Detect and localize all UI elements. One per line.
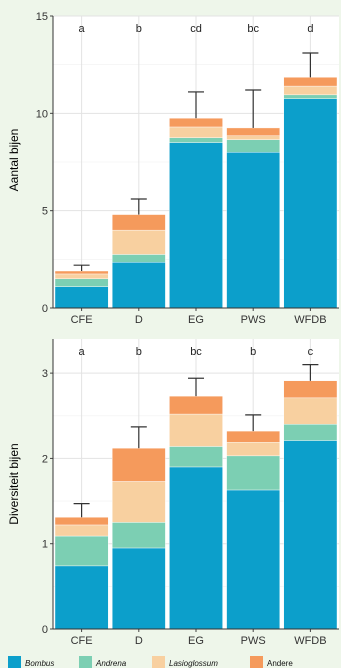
- significance-letter-pws: b: [250, 346, 256, 358]
- x-tick-label-wfdb: WFDB: [294, 314, 326, 326]
- bar-segment-andrena-eg: [169, 137, 223, 143]
- bar-segment-lasioglossum-d: [112, 229, 166, 255]
- y-tick-label: 10: [36, 108, 48, 120]
- y-tick-label: 1: [42, 539, 48, 551]
- bar-segment-andrena-eg: [169, 446, 223, 468]
- bar-segment-lasioglossum-wfdb: [283, 85, 338, 96]
- y-tick-label: 3: [42, 368, 48, 380]
- chart-panel-2: 0 1 2 3 a CFE b Dbc EG b PWS c WFDB Diversiteit bijen: [7, 339, 339, 647]
- bar-segment-andrena-wfdb: [283, 94, 338, 99]
- x-tick-label-eg: EG: [188, 635, 204, 647]
- bar-segment-bombus-cfe: [54, 565, 109, 630]
- bar-segment-lasioglossum-wfdb: [283, 397, 338, 425]
- legend-label-andere: Andere: [267, 659, 293, 668]
- x-tick-label-cfe: CFE: [71, 314, 93, 326]
- bar-segment-andere-pws: [226, 127, 280, 136]
- bar-segment-lasioglossum-cfe: [54, 273, 109, 279]
- bar-segment-andere-pws: [226, 430, 280, 443]
- bar-segment-lasioglossum-eg: [169, 413, 223, 447]
- y-tick-label: 15: [36, 11, 48, 23]
- x-tick-label-d: D: [135, 314, 143, 326]
- significance-letter-wfdb: c: [308, 346, 314, 358]
- bar-segment-andrena-pws: [226, 139, 280, 153]
- bar-segment-andrena-d: [112, 522, 166, 549]
- significance-letter-eg: bc: [190, 346, 202, 358]
- chart-panel-1: 0 5 10 15 a CFE b Dcd EG bc PWS d WFDB Aantal bijen: [7, 11, 339, 326]
- x-tick-label-pws: PWS: [241, 314, 266, 326]
- bar-segment-bombus-wfdb: [283, 440, 338, 630]
- significance-letter-d: b: [136, 346, 142, 358]
- x-tick-label-d: D: [135, 635, 143, 647]
- x-tick-label-wfdb: WFDB: [294, 635, 326, 647]
- y-axis-label: Aantal bijen: [7, 129, 21, 192]
- bar-segment-andere-cfe: [54, 517, 109, 526]
- legend-swatch-lasioglossum: [152, 656, 165, 668]
- bar-segment-bombus-wfdb: [283, 98, 338, 309]
- bar-segment-lasioglossum-pws: [226, 135, 280, 140]
- legend-label-lasioglossum: Lasioglossum: [169, 659, 218, 668]
- bar-segment-andere-wfdb: [283, 380, 338, 399]
- legend-swatch-bombus: [8, 656, 21, 668]
- x-tick-label-eg: EG: [188, 314, 204, 326]
- significance-letter-eg: cd: [190, 23, 202, 35]
- bar-segment-andere-eg: [169, 117, 223, 128]
- legend-swatch-andere: [250, 656, 263, 668]
- bar-segment-bombus-d: [112, 547, 166, 630]
- legend: Bombus Andrena Lasioglossum Andere: [8, 656, 293, 668]
- bar-segment-bombus-pws: [226, 489, 280, 630]
- bar-segment-bombus-cfe: [54, 286, 109, 309]
- significance-letter-cfe: a: [79, 346, 86, 358]
- bar-segment-andrena-cfe: [54, 535, 109, 567]
- bar-segment-andere-cfe: [54, 270, 109, 275]
- significance-letter-pws: bc: [247, 23, 259, 35]
- bar-segment-bombus-eg: [169, 466, 223, 630]
- x-tick-label-cfe: CFE: [71, 635, 93, 647]
- significance-letter-cfe: a: [79, 23, 86, 35]
- bar-segment-bombus-pws: [226, 152, 280, 309]
- bar-segment-andere-eg: [169, 395, 223, 415]
- bar-segment-andrena-d: [112, 254, 166, 263]
- legend-label-andrena: Andrena: [95, 659, 127, 668]
- legend-swatch-andrena: [79, 656, 92, 668]
- y-tick-label: 5: [42, 206, 48, 218]
- y-tick-label: 2: [42, 453, 48, 465]
- y-tick-label: 0: [42, 624, 48, 636]
- bar-segment-lasioglossum-d: [112, 481, 166, 523]
- legend-label-bombus: Bombus: [25, 659, 54, 668]
- x-tick-label-pws: PWS: [241, 635, 266, 647]
- bar-segment-andere-wfdb: [283, 77, 338, 87]
- y-tick-label: 0: [42, 303, 48, 315]
- significance-letter-wfdb: d: [307, 23, 313, 35]
- bar-segment-bombus-d: [112, 262, 166, 309]
- bar-segment-andrena-wfdb: [283, 424, 338, 441]
- bar-segment-lasioglossum-eg: [169, 126, 223, 138]
- bar-segment-lasioglossum-pws: [226, 442, 280, 457]
- bar-segment-andrena-cfe: [54, 278, 109, 287]
- bar-segment-andrena-pws: [226, 455, 280, 491]
- y-axis-label: Diversiteit bijen: [7, 443, 21, 524]
- bar-segment-lasioglossum-cfe: [54, 524, 109, 537]
- bar-segment-andere-d: [112, 214, 166, 231]
- bar-segment-andere-d: [112, 447, 166, 482]
- significance-letter-d: b: [136, 23, 142, 35]
- bar-segment-bombus-eg: [169, 142, 223, 309]
